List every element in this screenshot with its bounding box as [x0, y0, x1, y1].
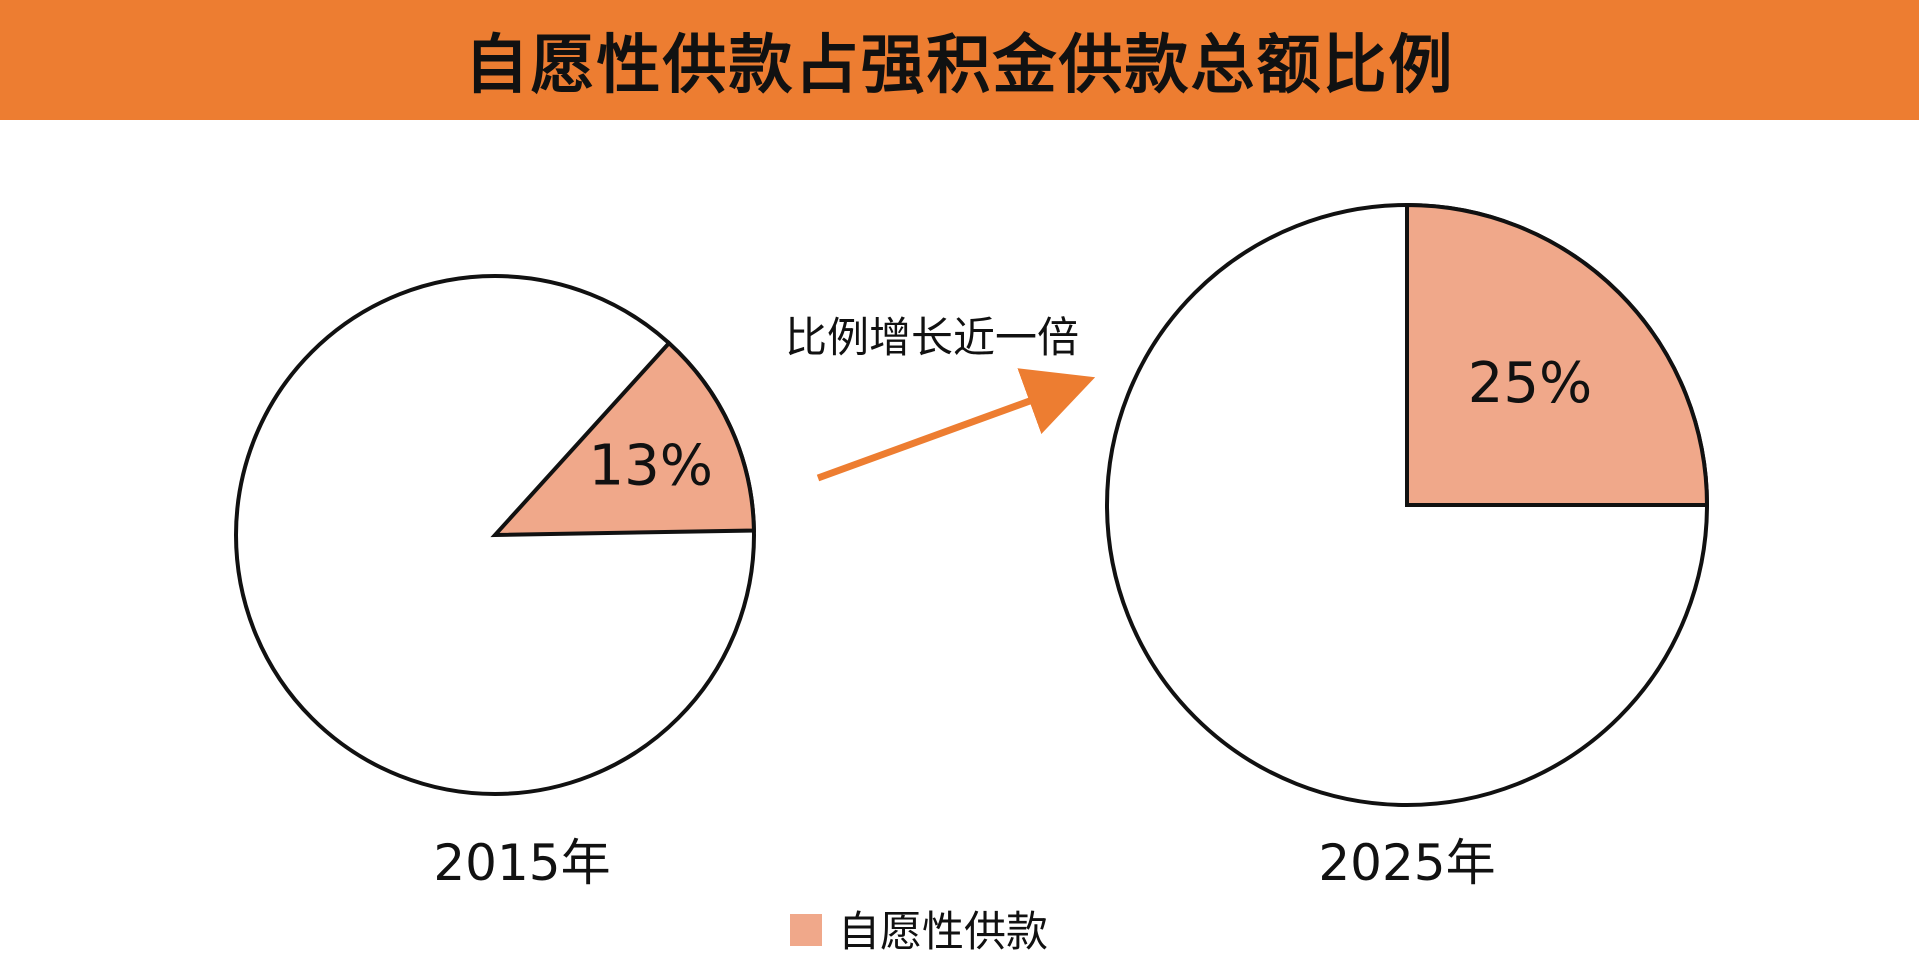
title-bar: 自愿性供款占强积金供款总额比例 [0, 0, 1919, 120]
pie-2-year-label: 2025年 [1318, 834, 1495, 892]
pie-2-voluntary-slice [1405, 202, 1710, 507]
annotation-label: 比例增长近一倍 [785, 313, 1079, 362]
pie-1-year-label: 2015年 [433, 834, 610, 892]
pies-group: 13% 2015年 25% 2025年 [234, 202, 1710, 892]
legend-swatch [790, 914, 822, 946]
pie-1-voluntary-slice [490, 340, 756, 538]
pie-2-data-label: 25% [1468, 351, 1592, 416]
chart-title: 自愿性供款占强积金供款总额比例 [464, 29, 1455, 103]
pie-1-data-label: 13% [588, 433, 712, 498]
legend-label: 自愿性供款 [838, 907, 1048, 956]
legend: 自愿性供款 [790, 907, 1048, 956]
growth-arrow [816, 368, 1096, 482]
